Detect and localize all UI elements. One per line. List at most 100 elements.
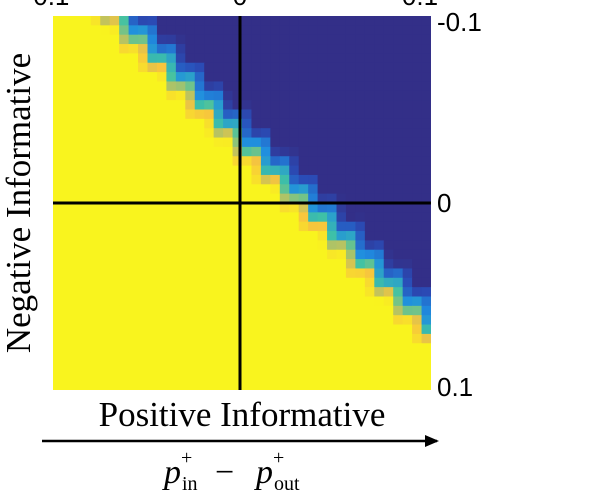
heatmap-cell: [175, 156, 186, 167]
heatmap-cell: [156, 100, 167, 111]
heatmap-cell: [260, 371, 271, 382]
heatmap-cell: [109, 118, 120, 129]
heatmap-cell: [289, 315, 300, 326]
heatmap-cell: [383, 100, 394, 111]
heatmap-cell: [204, 380, 215, 390]
heatmap-cell: [128, 16, 139, 26]
heatmap-cell: [81, 221, 92, 232]
heatmap-cell: [412, 212, 423, 223]
heatmap-cell: [194, 81, 205, 92]
heatmap-cell: [298, 324, 309, 335]
heatmap-cell: [383, 193, 394, 204]
heatmap-cell: [62, 259, 73, 270]
heatmap-cell: [156, 16, 167, 26]
heatmap-cell: [317, 352, 328, 363]
heatmap-cell: [62, 268, 73, 279]
heatmap-cell: [109, 193, 120, 204]
heatmap-cell: [119, 371, 130, 382]
heatmap-cell: [279, 343, 290, 354]
heatmap-cell: [355, 305, 366, 316]
heatmap-cell: [402, 44, 413, 54]
heatmap-cell: [336, 146, 347, 157]
heatmap-cell: [393, 193, 404, 204]
heatmap-cell: [336, 174, 347, 185]
heatmap-cell: [71, 352, 82, 363]
heatmap-cell: [355, 231, 366, 241]
heatmap-cell: [81, 53, 92, 64]
heatmap-cell: [355, 203, 366, 213]
heatmap-cell: [138, 333, 149, 344]
heatmap-cell: [138, 352, 149, 363]
heatmap-cell: [53, 184, 64, 195]
heatmap-cell: [251, 221, 262, 232]
heatmap-cell: [270, 100, 281, 111]
heatmap-cell: [100, 90, 111, 101]
heatmap-cell: [402, 146, 413, 157]
heatmap-cell: [138, 118, 149, 129]
heatmap-cell: [345, 156, 356, 167]
heatmap-cell: [223, 16, 234, 26]
heatmap-cell: [355, 343, 366, 354]
heatmap-cell: [90, 296, 101, 307]
heatmap-cell: [71, 296, 82, 307]
heatmap-cell: [374, 146, 385, 157]
heatmap-cell: [279, 333, 290, 344]
heatmap-cell: [374, 62, 385, 73]
heatmap-cell: [204, 128, 215, 139]
heatmap-cell: [232, 361, 243, 372]
heatmap-cell: [194, 156, 205, 167]
heatmap-cell: [393, 109, 404, 120]
heatmap-cell: [185, 146, 196, 157]
heatmap-cell: [62, 249, 73, 260]
heatmap-cell: [81, 146, 92, 157]
heatmap-cell: [393, 81, 404, 92]
heatmap-cell: [298, 221, 309, 232]
heatmap-cell: [232, 305, 243, 316]
heatmap-cell: [175, 53, 186, 64]
heatmap-cell: [336, 25, 347, 36]
heatmap-cell: [223, 324, 234, 335]
heatmap-cell: [156, 277, 167, 288]
heatmap-cell: [90, 137, 101, 148]
heatmap-cell: [204, 287, 215, 298]
heatmap-cell: [62, 62, 73, 73]
heatmap-cell: [421, 259, 431, 270]
heatmap-cell: [156, 137, 167, 148]
heatmap-cell: [355, 100, 366, 111]
heatmap-cell: [308, 193, 319, 204]
heatmap-cell: [90, 203, 101, 213]
heatmap-cell: [336, 380, 347, 390]
heatmap-cell: [90, 259, 101, 270]
heatmap-cell: [364, 296, 375, 307]
heatmap-cell: [336, 53, 347, 64]
heatmap-cell: [109, 231, 120, 241]
heatmap-cell: [308, 146, 319, 157]
heatmap-cell: [327, 72, 338, 83]
heatmap-cell: [128, 184, 139, 195]
heatmap-cell: [204, 184, 215, 195]
heatmap-cell: [327, 44, 338, 54]
svg-text:p: p: [254, 454, 273, 491]
heatmap-cell: [138, 249, 149, 260]
heatmap-cell: [289, 361, 300, 372]
heatmap-cell: [175, 259, 186, 270]
heatmap-cell: [327, 146, 338, 157]
heatmap-cell: [100, 380, 111, 390]
heatmap-cell: [298, 231, 309, 241]
heatmap-cell: [412, 249, 423, 260]
heatmap-cell: [194, 343, 205, 354]
heatmap-cell: [90, 16, 101, 26]
heatmap-cell: [374, 287, 385, 298]
heatmap-cell: [364, 156, 375, 167]
heatmap-cell: [364, 184, 375, 195]
heatmap-cell: [119, 62, 130, 73]
heatmap-cell: [308, 380, 319, 390]
heatmap-cell: [119, 25, 130, 36]
heatmap-cell: [185, 361, 196, 372]
heatmap-cell: [251, 81, 262, 92]
heatmap-cell: [71, 146, 82, 157]
heatmap-cell: [364, 352, 375, 363]
heatmap-cell: [336, 184, 347, 195]
heatmap-cell: [345, 72, 356, 83]
heatmap-cell: [90, 361, 101, 372]
